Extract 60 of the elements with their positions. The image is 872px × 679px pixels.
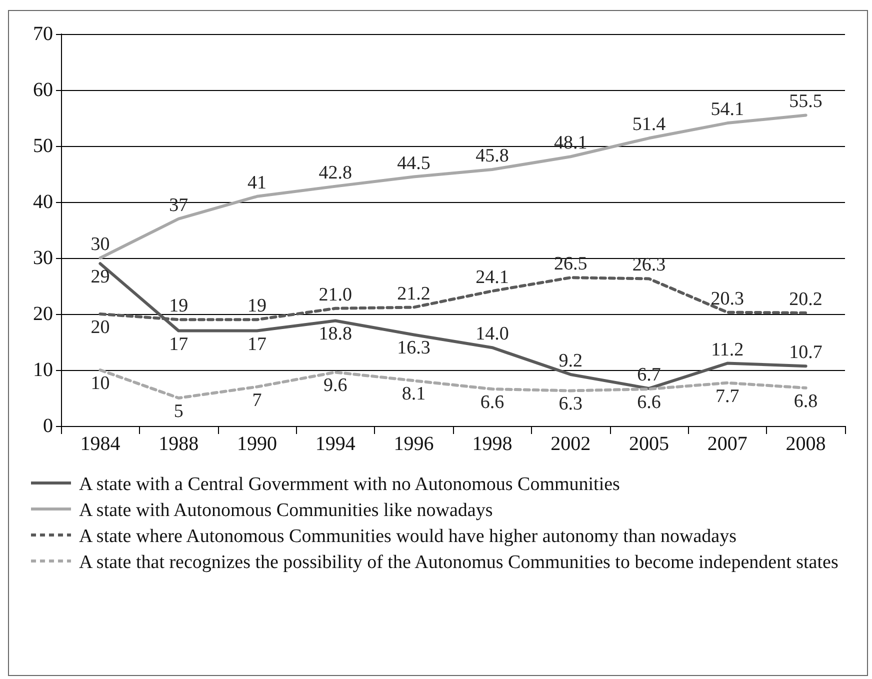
- data-label: 26.5: [554, 254, 588, 275]
- data-label: 20: [90, 317, 110, 338]
- x-tick-label: 2005: [629, 433, 669, 455]
- data-label: 51.4: [632, 114, 666, 136]
- data-label: 7: [252, 390, 262, 411]
- y-tick-label: 20: [33, 303, 53, 325]
- data-label: 5: [174, 401, 184, 422]
- data-label: 26.3: [632, 254, 666, 276]
- legend-label: A state that recognizes the possibility of the Autonomus Communities to become independent states: [79, 551, 839, 575]
- x-tick-label: 2002: [550, 433, 591, 455]
- data-label: 30: [90, 234, 110, 255]
- data-label: 19: [248, 296, 266, 317]
- data-label: 10: [90, 373, 110, 394]
- data-label: 42.8: [318, 162, 352, 184]
- legend-label: A state with a Central Govermment with no Autonomous Communities: [79, 473, 621, 497]
- y-tick-label: 60: [33, 79, 53, 101]
- x-tick-label: 1994: [315, 433, 356, 455]
- data-label: 41: [248, 172, 266, 194]
- data-label: 29: [90, 266, 110, 288]
- data-label: 20.3: [710, 288, 744, 310]
- x-tick-label: 2008: [786, 433, 826, 455]
- y-tick-label: 10: [33, 359, 53, 381]
- x-tick-label: 1984: [80, 433, 120, 455]
- legend-label: A state with Autonomous Communities like nowadays: [79, 499, 494, 523]
- x-tick-label: 1996: [394, 433, 434, 455]
- data-label: 10.7: [789, 342, 822, 364]
- data-label: 14.0: [476, 324, 509, 345]
- data-label: 20.2: [789, 288, 822, 310]
- data-label: 17: [169, 334, 188, 355]
- y-tick-label: 30: [33, 247, 53, 269]
- data-label: 17: [248, 334, 266, 355]
- data-label: 45.8: [476, 146, 509, 167]
- x-tick-label: 2007: [707, 433, 748, 455]
- data-label: 18.8: [318, 324, 352, 345]
- data-label: 6.3: [558, 394, 582, 415]
- data-label: 21.2: [397, 283, 430, 304]
- data-label: 21.0: [318, 284, 352, 306]
- data-label: 44.5: [397, 152, 430, 174]
- data-label: 7.7: [716, 386, 740, 407]
- y-tick-label: 0: [43, 415, 53, 437]
- data-label: 11.2: [711, 339, 744, 360]
- data-label: 6.6: [637, 392, 661, 414]
- data-label: 9.6: [324, 375, 348, 396]
- x-tick-label: 1998: [472, 433, 512, 455]
- data-label: 6.6: [480, 392, 504, 414]
- data-label: 6.7: [637, 364, 661, 386]
- data-label: 9.2: [558, 350, 582, 372]
- x-tick-label: 1988: [158, 433, 199, 455]
- data-label: 8.1: [402, 384, 426, 405]
- data-label: 55.5: [789, 91, 822, 112]
- data-label: 54.1: [710, 99, 744, 120]
- data-label: 16.3: [397, 338, 430, 359]
- data-label: 24.1: [476, 267, 509, 288]
- x-tick-label: 1990: [237, 433, 277, 455]
- data-label: 19: [169, 296, 188, 317]
- y-tick-label: 40: [33, 191, 53, 213]
- legend-label: A state where Autonomous Communities would have higher autonomy than nowadays: [79, 525, 738, 549]
- data-label: 6.8: [794, 390, 818, 412]
- y-tick-label: 70: [33, 23, 53, 45]
- y-tick-label: 50: [33, 135, 53, 157]
